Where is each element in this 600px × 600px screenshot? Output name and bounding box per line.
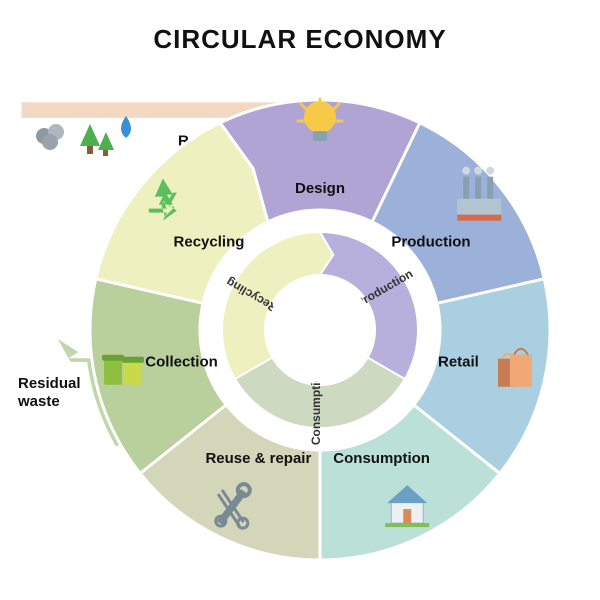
circular-economy-diagram: Raw materials Residualwaste ProductionCo… [0, 0, 600, 600]
segment-label-recycling: Recycling [174, 233, 245, 250]
raw-materials-icons [36, 116, 131, 156]
segment-label-reuse: Reuse & repair [205, 450, 311, 467]
residual-waste-label: Residual [18, 375, 81, 392]
residual-waste-label: waste [17, 393, 60, 410]
segment-label-design: Design [295, 180, 345, 197]
segment-label-retail: Retail [438, 354, 479, 371]
segment-label-consumption: Consumption [333, 450, 430, 467]
segment-label-production: Production [391, 233, 470, 250]
inner-core [268, 278, 372, 382]
segment-label-collection: Collection [145, 354, 218, 371]
